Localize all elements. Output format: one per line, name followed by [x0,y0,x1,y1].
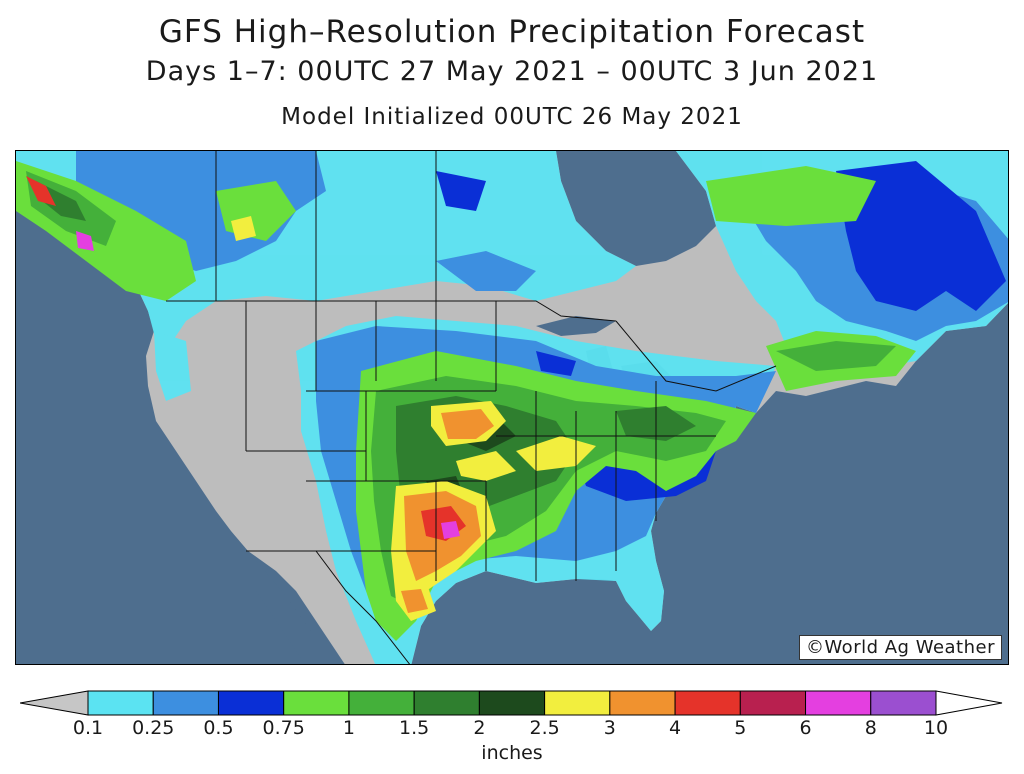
colorbar-swatch [217,690,285,716]
colorbar-tick-label: 6 [799,717,812,739]
colorbar-swatch [413,690,480,716]
colorbar-tick-label: 10 [923,717,949,739]
colorbar-tick-label: 2 [473,717,486,739]
colorbar [20,690,1003,716]
colorbar-swatch [870,690,937,716]
colorbar-swatch [805,690,872,716]
colorbar-lower-arrow [20,690,89,716]
colorbar-swatch [739,690,807,716]
colorbar-tick-label: 0.1 [72,717,104,739]
colorbar-swatch [152,690,219,716]
colorbar-tick-label: 5 [734,717,747,739]
colorbar-swatch [609,690,676,716]
colorbar-tick-label: 2.5 [529,717,560,739]
colorbar-swatch [544,690,611,716]
colorbar-swatch [674,690,741,716]
credit-label: ©World Ag Weather [798,635,1002,660]
map-subtitle: Days 1–7: 00UTC 27 May 2021 – 00UTC 3 Ju… [145,56,879,87]
colorbar-swatch [87,690,154,716]
map-title: GFS High–Resolution Precipitation Foreca… [158,14,866,50]
colorbar-swatch [348,690,415,716]
hudson-bay [556,151,716,266]
map-canvas [16,151,1008,664]
colorbar-tick-label: 8 [864,717,877,739]
political-borders [166,151,777,664]
colorbar-tick-label: 0.75 [262,717,305,739]
colorbar-tick-label: 0.25 [132,717,175,739]
precip-magenta [76,231,460,539]
colorbar-swatch [283,690,350,716]
colorbar-tick-label: 4 [669,717,682,739]
model-init-label: Model Initialized 00UTC 26 May 2021 [281,104,743,130]
colorbar-swatch [478,690,546,716]
colorbar-units: inches [481,742,543,764]
colorbar-tick-label: 1 [342,717,355,739]
colorbar-tick-label: 0.5 [203,717,234,739]
colorbar-upper-arrow [935,690,1003,716]
colorbar-tick-label: 1.5 [399,717,430,739]
precipitation-map: ©World Ag Weather [15,150,1009,665]
colorbar-tick-label: 3 [603,717,616,739]
gulf-of-california [248,551,326,664]
